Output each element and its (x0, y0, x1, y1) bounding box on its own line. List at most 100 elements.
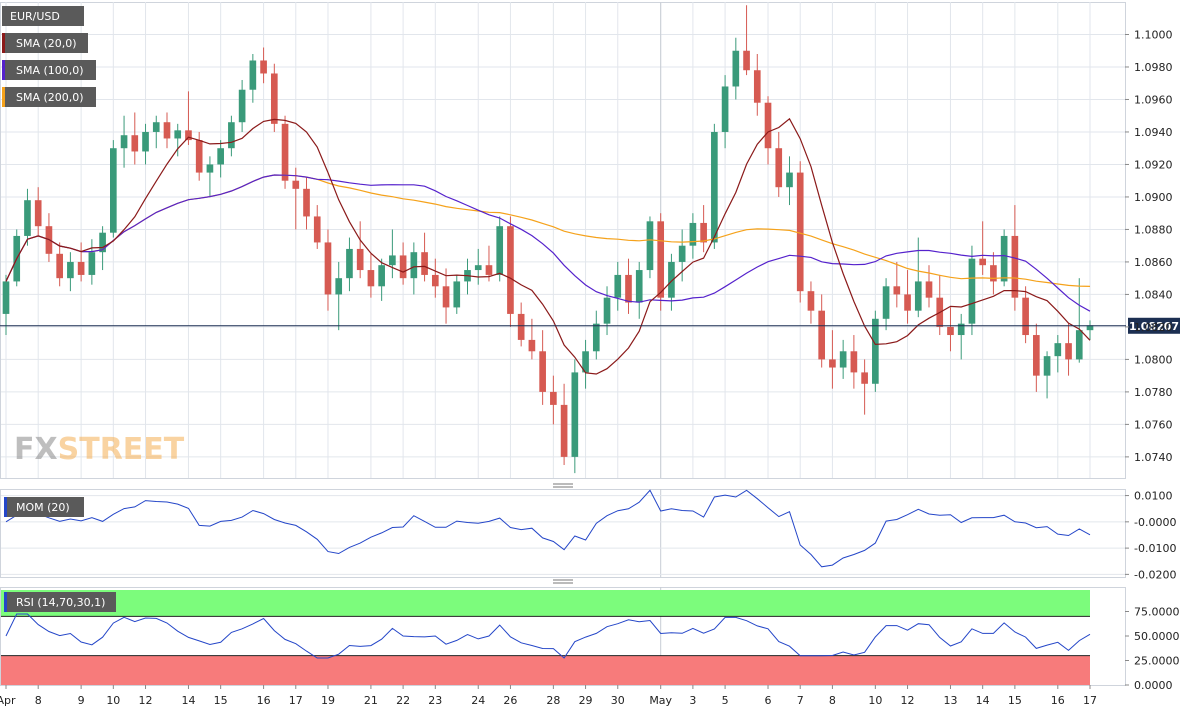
price-tick-label: 1.0840 (1134, 288, 1173, 301)
candle-body (1086, 325, 1094, 331)
candle-body (217, 148, 224, 165)
candle-body (711, 131, 718, 243)
candle-body (410, 252, 418, 279)
mom-tick-label: -0.0200 (1134, 568, 1176, 581)
mom-tick-label: -0.0000 (1134, 516, 1176, 529)
candle-body (367, 270, 375, 287)
price-tick-label: 1.0800 (1134, 353, 1173, 366)
price-tick-label: 1.0960 (1134, 93, 1173, 106)
price-tick-label: 1.0860 (1134, 256, 1173, 269)
candle-body (839, 351, 847, 368)
time-tick-label: 24 (471, 694, 485, 707)
sma200-label: SMA (200,0) (16, 91, 84, 104)
candle-body (764, 102, 772, 149)
candle-body (1011, 235, 1019, 298)
rsi-oversold-zone (1, 655, 1090, 685)
mom-tick-label: 0.0100 (1134, 490, 1173, 503)
time-tick-label: 17 (289, 694, 303, 707)
time-tick-label: 28 (546, 694, 560, 707)
candle-body (646, 221, 654, 271)
time-tick-label: 3 (689, 694, 696, 707)
candle-body (1075, 330, 1083, 360)
candle-body (829, 359, 836, 368)
price-tick-label: 1.0980 (1134, 61, 1173, 74)
price-tick-label: 1.1000 (1134, 28, 1173, 41)
fxstreet-watermark: FXSTREET (14, 432, 185, 467)
candle-body (431, 274, 439, 287)
svg-text:FXSTREET: FXSTREET (14, 432, 185, 467)
legend-sma20[interactable]: SMA (20,0) (2, 33, 88, 53)
candle-body (700, 222, 707, 243)
candle-body (109, 148, 117, 233)
time-tick-label: 19 (321, 694, 335, 707)
candle-body (34, 200, 42, 227)
candle-body (818, 310, 826, 360)
time-tick-label: 23 (428, 694, 442, 707)
candle-body (872, 318, 879, 384)
candle-body (786, 172, 793, 188)
mom-label: MOM (20) (16, 501, 70, 514)
price-tick-label: 1.0880 (1134, 223, 1173, 236)
candle-body (592, 323, 600, 352)
sma100-line (5, 174, 1091, 312)
rsi-axis: 75.0000 50.0000 25.0000 0.0000 (1125, 606, 1180, 692)
legend-sma100[interactable]: SMA (100,0) (2, 60, 96, 80)
rsi-tick-label: 0.0000 (1134, 679, 1173, 692)
candle-body (914, 281, 922, 311)
candle-body (260, 60, 267, 74)
candle-body (571, 372, 579, 457)
time-tick-label: 10 (868, 694, 882, 707)
candle-body (356, 248, 364, 271)
candle-body (517, 313, 525, 340)
mom-axis: 0.0100 -0.0000 -0.0100 -0.0200 (1125, 490, 1176, 581)
time-tick-label: 5 (722, 694, 729, 707)
candle-body (635, 270, 643, 303)
price-tick-label: 1.0780 (1134, 386, 1173, 399)
candle-body (56, 253, 63, 279)
legend-rsi[interactable]: RSI (14,70,30,1) (4, 592, 116, 612)
symbol-label: EUR/USD (10, 10, 60, 23)
mom-panel-frame (0, 489, 1126, 578)
candle-body (77, 261, 85, 275)
candle-body (1022, 297, 1029, 336)
candlesticks (2, 5, 1094, 474)
candle-body (163, 122, 171, 139)
rsi-tick-label: 50.0000 (1134, 630, 1180, 643)
candle-body (796, 172, 804, 292)
candle-body (582, 351, 589, 373)
last-price-tag: 1.08207 (1128, 317, 1180, 334)
candle-body (24, 200, 31, 236)
time-tick-label: 10 (106, 694, 120, 707)
candle-body (1065, 343, 1072, 360)
candle-body (721, 86, 729, 132)
time-axis: Apr 8 9 10 12 14 15 16 17 19 21 22 23 24 26 28 29 30 May 3 5… (0, 685, 1097, 707)
time-tick-label: 17 (1083, 694, 1097, 707)
legend-sma200[interactable]: SMA (200,0) (2, 87, 96, 107)
legend-mom[interactable]: MOM (20) (4, 497, 84, 517)
candle-body (807, 291, 815, 311)
candle-body (775, 148, 783, 188)
time-tick-label: 15 (214, 694, 228, 707)
mom-tick-label: -0.0100 (1134, 542, 1176, 555)
time-tick-label: Apr (0, 694, 16, 707)
watermark-street: STREET (58, 432, 185, 467)
candle-body (303, 188, 310, 217)
time-tick-label: 7 (797, 694, 804, 707)
candle-body (99, 232, 106, 253)
candle-body (335, 278, 343, 295)
candle-body (990, 265, 997, 282)
sma100-label: SMA (100,0) (16, 64, 84, 77)
time-tick-label: 22 (396, 694, 410, 707)
candle-body (474, 265, 482, 271)
legend-symbol[interactable]: EUR/USD (2, 6, 84, 26)
time-tick-label: 29 (579, 694, 593, 707)
candle-body (346, 248, 353, 279)
resize-handle-rsi[interactable] (553, 579, 573, 584)
candle-body (732, 50, 740, 87)
rsi-label: RSI (14,70,30,1) (16, 596, 105, 609)
candle-body (131, 135, 139, 152)
price-tick-label: 1.0760 (1134, 418, 1173, 431)
candle-body (893, 286, 901, 295)
resize-handle-mom[interactable] (553, 483, 573, 488)
